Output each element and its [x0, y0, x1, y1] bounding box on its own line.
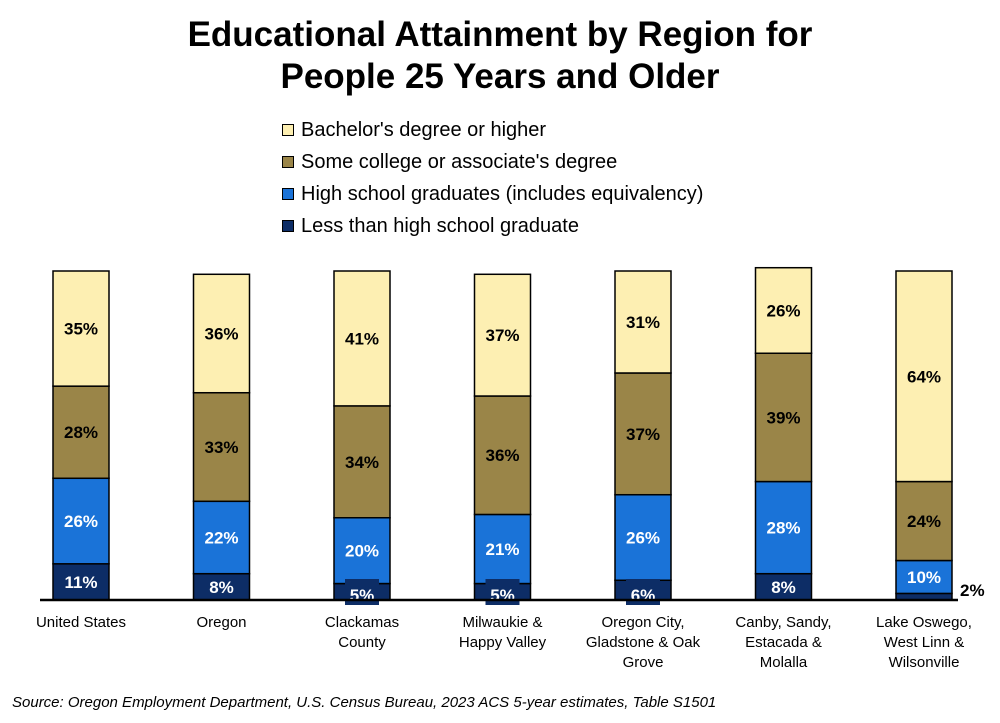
legend-label: Some college or associate's degree: [301, 150, 618, 173]
bar-segment: [52, 270, 110, 387]
data-label: 26%: [64, 512, 98, 531]
data-label: 26%: [766, 301, 800, 320]
legend-label: Less than high school graduate: [301, 214, 579, 237]
category-label: Clackamas County: [325, 614, 399, 651]
data-label: 22%: [204, 528, 238, 547]
bar-group: 5% 20% 34% 41%: [333, 270, 391, 605]
category-label-line: Gladstone & Oak: [586, 634, 701, 651]
bar-group: 8% 22% 33% 36%: [192, 273, 251, 601]
legend-swatch: [282, 156, 294, 168]
category-label-line: Lake Oswego,: [876, 614, 972, 631]
legend-swatch: [282, 124, 294, 136]
bar-segment: [754, 352, 813, 483]
data-label: 36%: [204, 325, 238, 344]
category-label: United States: [36, 614, 126, 631]
legend-swatch: [282, 188, 294, 200]
bar-segment: [192, 500, 251, 575]
bar-segment: [333, 270, 391, 407]
bar-group: 11% 26% 28% 35%: [52, 270, 110, 601]
bar-group: 6% 26% 37% 31%: [614, 270, 672, 605]
bar-segment: [754, 480, 813, 575]
bar-segment: [473, 273, 532, 397]
bar-segment: [52, 477, 110, 565]
data-label: 11%: [64, 573, 97, 592]
data-label: 35%: [64, 320, 98, 339]
data-label: 31%: [626, 313, 660, 332]
category-label-line: Oregon City,: [601, 614, 684, 631]
category-label: Canby, Sandy, Estacada & Molalla: [735, 614, 831, 671]
bar-segment: [754, 266, 813, 354]
data-label: 34%: [345, 453, 379, 472]
legend-item: Some college or associate's degree: [282, 146, 703, 178]
data-label: 2%: [960, 581, 985, 600]
bar-segment: [754, 572, 813, 601]
bar-segment: [895, 270, 953, 483]
data-label: 21%: [485, 540, 519, 559]
category-label: Oregon City, Gladstone & Oak Grove: [586, 614, 701, 671]
bar-segment: [473, 513, 532, 585]
legend-item: Less than high school graduate: [282, 210, 703, 242]
bar-segment: [614, 372, 672, 496]
category-label-line: Happy Valley: [459, 634, 547, 651]
data-label: 8%: [209, 578, 234, 597]
category-label-line: Molalla: [760, 654, 808, 671]
category-label-line: Wilsonville: [889, 654, 960, 671]
data-label: 39%: [766, 408, 800, 427]
bar-segment: [333, 517, 391, 585]
data-label: 6%: [631, 586, 656, 605]
data-label: 41%: [345, 329, 379, 348]
bar-segment: [192, 391, 251, 503]
data-label: 8%: [771, 578, 796, 597]
legend-label: High school graduates (includes equivale…: [301, 182, 704, 205]
category-label: Oregon: [196, 614, 246, 631]
legend-swatch: [282, 220, 294, 232]
bar-segment: [614, 270, 672, 374]
chart-legend: Bachelor's degree or higher Some college …: [282, 114, 703, 242]
data-label: 33%: [204, 438, 238, 457]
data-label: 5%: [490, 586, 515, 605]
bar-group: 8% 28% 39% 26%: [754, 266, 813, 601]
data-label: 5%: [350, 586, 375, 605]
category-label: Lake Oswego, West Linn & Wilsonville: [876, 614, 972, 671]
bar-segment: [52, 385, 110, 480]
category-label-line: Canby, Sandy,: [735, 614, 831, 631]
legend-item: Bachelor's degree or higher: [282, 114, 703, 146]
data-label: 37%: [485, 326, 519, 345]
data-label: 20%: [345, 542, 379, 561]
category-label-line: Milwaukie &: [462, 614, 542, 631]
category-label-line: Estacada &: [745, 634, 822, 651]
bar-group: 5% 21% 36% 37%: [473, 273, 532, 605]
data-label: 10%: [907, 568, 941, 587]
chart-title: Educational Attainment by Region for Peo…: [0, 14, 1000, 98]
category-label: Milwaukie & Happy Valley: [459, 614, 547, 651]
source-note: Source: Oregon Employment Department, U.…: [12, 694, 717, 711]
category-label-line: County: [338, 634, 386, 651]
data-label: 64%: [907, 367, 941, 386]
legend-item: High school graduates (includes equivale…: [282, 178, 703, 210]
category-label-line: Oregon: [196, 614, 246, 631]
data-label: 28%: [64, 423, 98, 442]
chart-title-line-2: People 25 Years and Older: [280, 57, 720, 96]
category-label-line: Grove: [623, 654, 664, 671]
data-label: 26%: [626, 528, 660, 547]
bar-segment: [333, 405, 391, 519]
bar-segment: [473, 395, 532, 516]
legend-label: Bachelor's degree or higher: [301, 118, 547, 141]
data-label: 37%: [626, 425, 660, 444]
bar-segment: [192, 273, 251, 394]
bar-group: 2% 10% 24% 64%: [895, 270, 985, 601]
chart-title-line-1: Educational Attainment by Region for: [187, 15, 813, 54]
data-label: 36%: [485, 446, 519, 465]
data-label: 24%: [907, 512, 941, 531]
category-label-line: United States: [36, 614, 126, 631]
data-label: 28%: [766, 519, 800, 538]
category-label-line: Clackamas: [325, 614, 399, 631]
category-label-line: West Linn &: [884, 634, 965, 651]
